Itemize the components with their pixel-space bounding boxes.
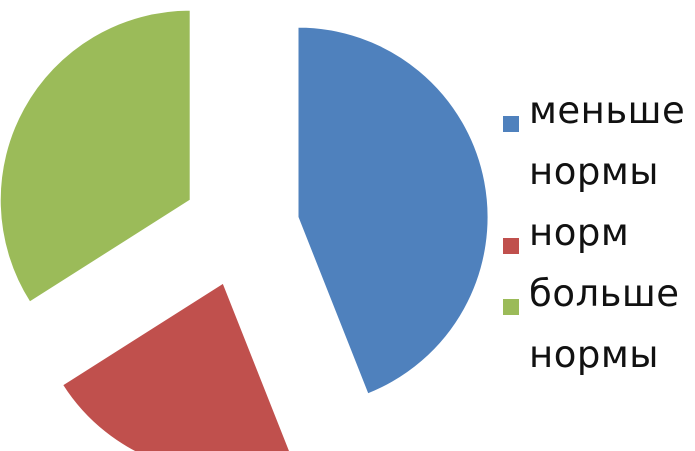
legend-swatch-green — [503, 299, 519, 315]
legend-label: меньше нормы — [529, 89, 686, 193]
slice-less-than-normal — [297, 26, 489, 395]
legend-label: больше нормы — [529, 272, 680, 376]
pie-slices — [0, 9, 489, 451]
legend-swatch-blue — [503, 116, 519, 132]
legend-label: норм — [529, 211, 630, 254]
legend-swatch-red — [503, 238, 519, 254]
legend-item-less-than-normal: меньше нормы — [503, 80, 693, 202]
legend: меньше нормы норм больше нормы — [503, 80, 693, 385]
slice-more-than-normal — [0, 9, 191, 303]
slice-normal — [62, 282, 291, 451]
legend-item-normal: норм — [503, 202, 693, 263]
legend-item-more-than-normal: больше нормы — [503, 263, 693, 385]
